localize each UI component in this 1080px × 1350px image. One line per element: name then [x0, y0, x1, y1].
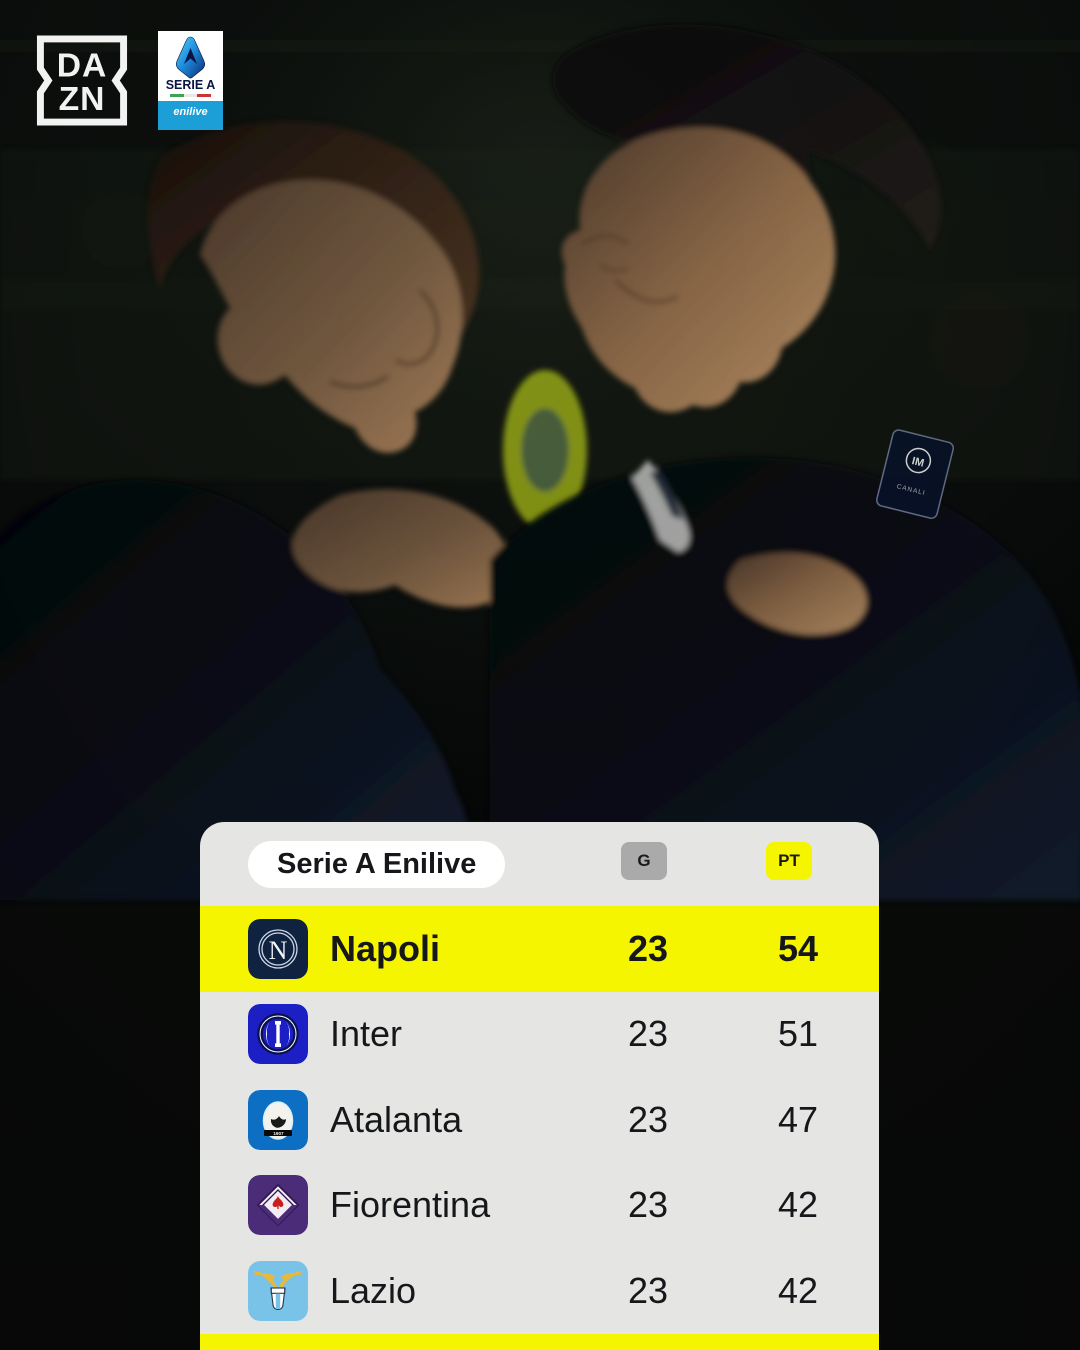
svg-text:1907: 1907	[273, 1131, 284, 1136]
svg-text:enilive: enilive	[173, 106, 207, 118]
svg-text:DA: DA	[57, 48, 108, 85]
svg-text:N: N	[269, 936, 288, 965]
svg-text:SERIE A: SERIE A	[166, 78, 216, 92]
svg-text:ZN: ZN	[59, 81, 106, 118]
